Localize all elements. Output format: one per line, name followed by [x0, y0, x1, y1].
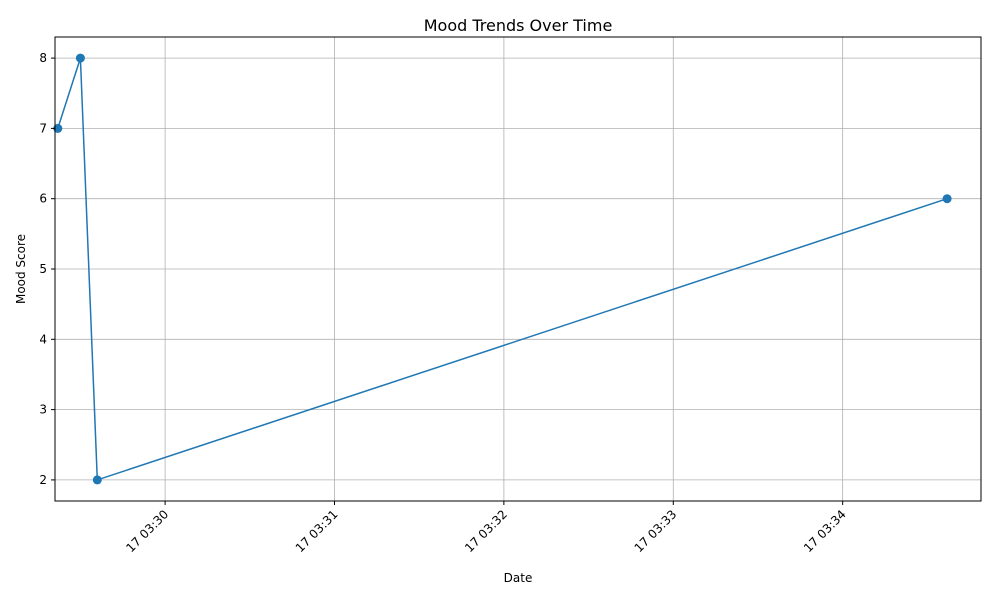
- x-tick-label: 17 03:32: [462, 507, 510, 555]
- y-tick-label: 3: [39, 403, 47, 417]
- series-line: [57, 57, 948, 481]
- chart-title: Mood Trends Over Time: [424, 16, 613, 35]
- x-tick-label: 17 03:30: [123, 507, 171, 555]
- y-tick-label: 6: [39, 192, 47, 206]
- ticks-layer: 2 3 4 5 6 7 8 17 03:30 17 03:31 17 03:32 17 03:33 1…: [39, 51, 848, 555]
- y-tick-label: 5: [39, 262, 47, 276]
- data-point: [942, 194, 952, 204]
- y-tick-label: 8: [39, 51, 47, 65]
- y-tick-label: 2: [39, 473, 47, 487]
- y-tick-label: 7: [39, 121, 47, 135]
- data-point: [92, 475, 102, 485]
- x-axis-label: Date: [504, 571, 533, 585]
- grid: [55, 37, 981, 501]
- y-tick-label: 4: [39, 332, 47, 346]
- y-axis-label: Mood Score: [14, 234, 28, 304]
- series-layer: [53, 53, 952, 485]
- data-point: [75, 53, 85, 63]
- data-point: [53, 123, 63, 133]
- x-tick-label: 17 03:34: [801, 507, 849, 555]
- x-tick-label: 17 03:33: [632, 507, 680, 555]
- x-tick-label: 17 03:31: [293, 507, 341, 555]
- plot-frame: [54, 36, 982, 502]
